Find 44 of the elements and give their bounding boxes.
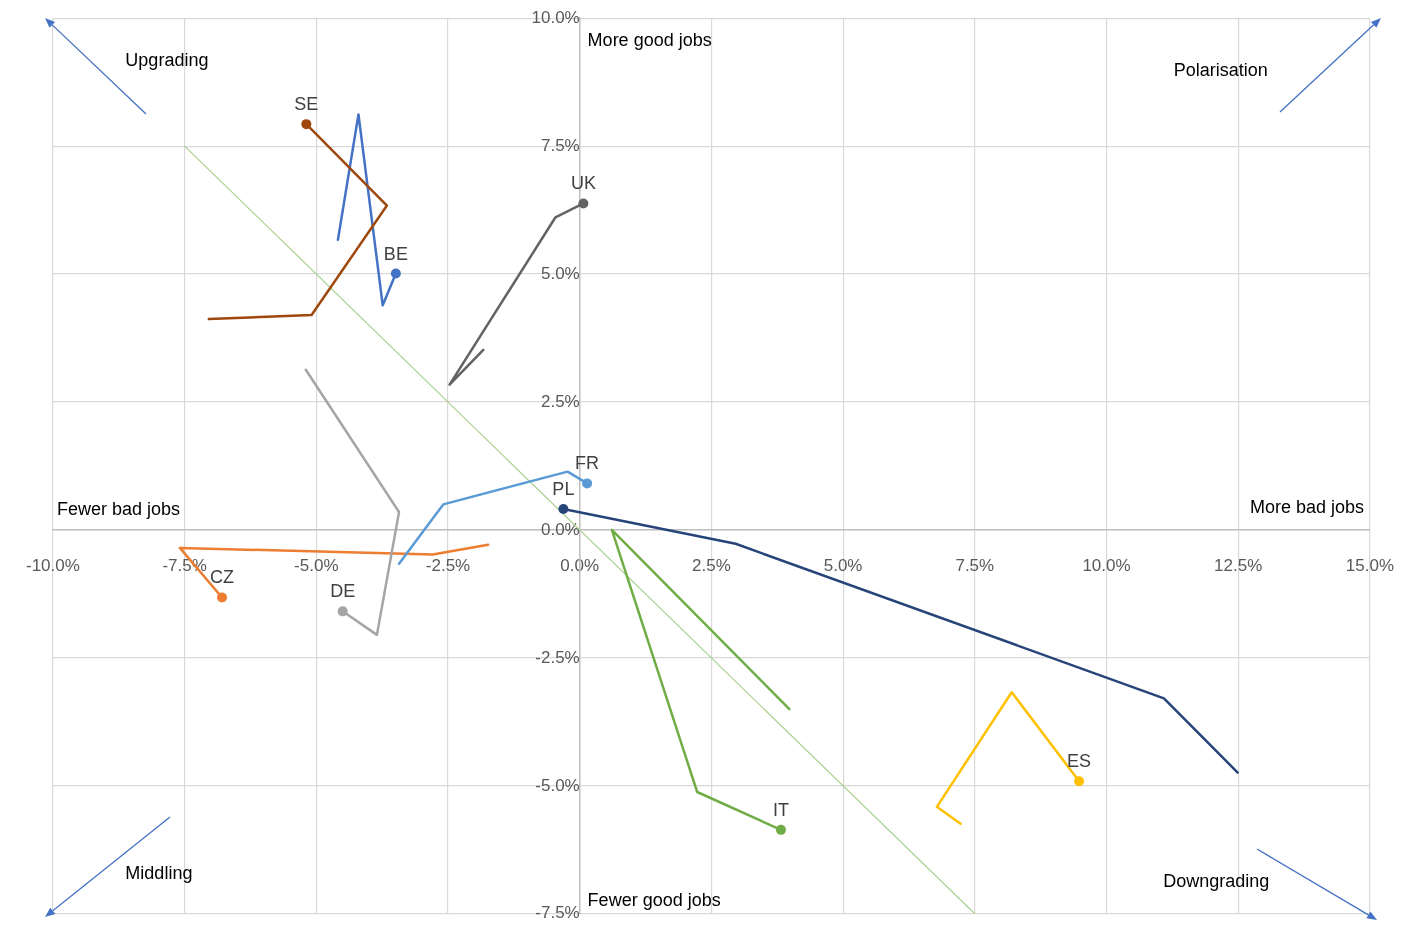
point xyxy=(337,606,348,617)
x-tick-label: 2.5% xyxy=(692,555,731,575)
x-tick-label: 5.0% xyxy=(823,555,863,575)
x-tick-label: -2.5% xyxy=(425,555,471,575)
y-tick-label: -5.0% xyxy=(535,775,580,795)
annotation: Upgrading xyxy=(125,50,209,71)
series-label: ES xyxy=(1067,751,1092,772)
annotation: Fewer bad jobs xyxy=(56,498,180,519)
point xyxy=(1074,776,1085,787)
annotation: Downgrading xyxy=(1163,870,1270,891)
x-tick-label: 10.0% xyxy=(1082,555,1131,575)
series-label: FR xyxy=(575,453,600,474)
point xyxy=(301,119,312,130)
x-tick-label: -5.0% xyxy=(294,555,339,575)
y-tick-label: 7.5% xyxy=(540,135,580,155)
annotation: Fewer good jobs xyxy=(587,890,721,911)
series-label: PL xyxy=(552,478,575,499)
series-label: CZ xyxy=(210,567,235,588)
series-label: BE xyxy=(383,243,408,264)
point xyxy=(578,198,589,209)
x-tick-label: 12.5% xyxy=(1214,555,1263,575)
y-tick-label: -2.5% xyxy=(535,647,580,667)
point xyxy=(217,592,228,603)
y-tick-label: -7.5% xyxy=(535,903,580,923)
y-tick-label: 5.0% xyxy=(540,263,580,283)
annotation: More good jobs xyxy=(587,30,712,51)
series-label: IT xyxy=(772,799,789,820)
series-label: DE xyxy=(330,581,356,602)
point xyxy=(775,824,786,835)
series-label: UK xyxy=(570,173,596,194)
point xyxy=(390,268,401,279)
series-label: SE xyxy=(294,94,319,115)
y-tick-label: 10.0% xyxy=(531,7,580,27)
y-tick-label: 0.0% xyxy=(540,519,580,539)
y-tick-label: 2.5% xyxy=(540,391,580,411)
x-tick-label: 7.5% xyxy=(955,555,995,575)
point xyxy=(582,478,593,489)
point xyxy=(558,503,569,514)
x-tick-label: -10.0% xyxy=(25,555,80,575)
annotation: More bad jobs xyxy=(1249,497,1364,518)
x-tick-label: 15.0% xyxy=(1345,555,1394,575)
annotation: Middling xyxy=(125,863,193,884)
x-tick-label: 0.0% xyxy=(560,555,600,575)
annotation: Polarisation xyxy=(1173,60,1268,81)
